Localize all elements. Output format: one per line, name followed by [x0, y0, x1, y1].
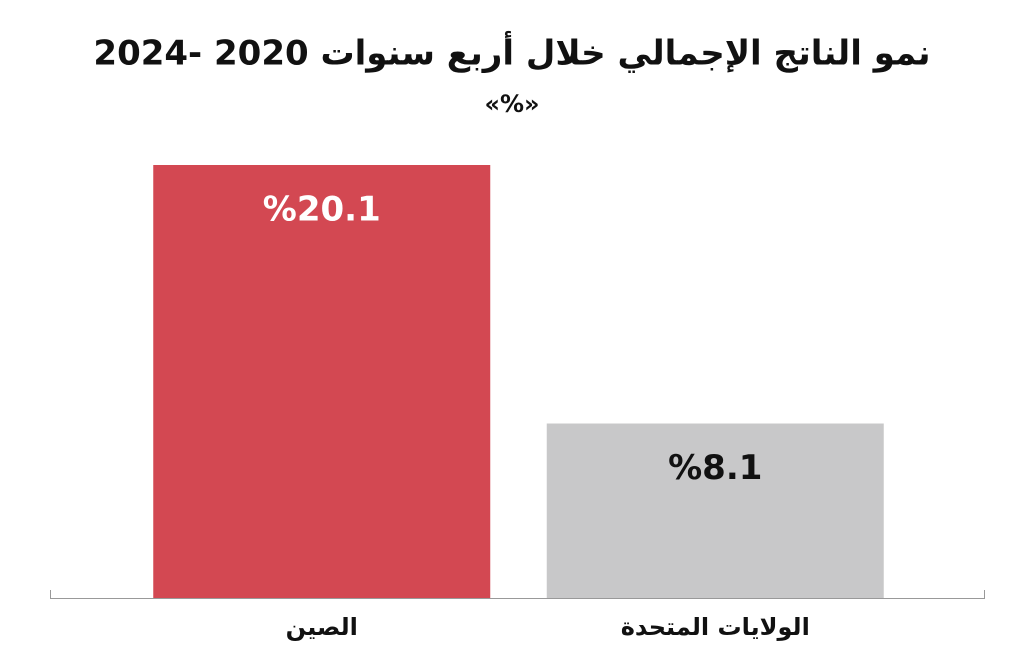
chart-subtitle: «%» [484, 90, 539, 118]
x-tick-label: الولايات المتحدة [621, 613, 810, 641]
bar [546, 423, 884, 598]
x-tick-label: الصين [286, 613, 358, 641]
value-label: %20.1 [263, 190, 381, 230]
value-label: %8.1 [668, 448, 762, 488]
bar [153, 165, 491, 598]
chart-title: نمو الناتج الإجمالي خلال أربع سنوات 2020… [93, 31, 930, 74]
